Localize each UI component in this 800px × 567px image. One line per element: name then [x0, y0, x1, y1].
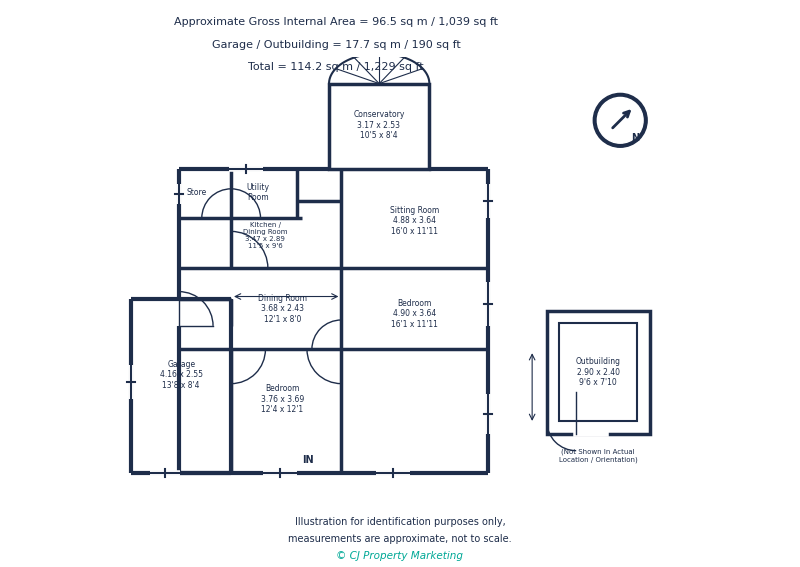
Text: measurements are approximate, not to scale.: measurements are approximate, not to sca… — [288, 534, 512, 544]
Text: Store: Store — [186, 188, 207, 197]
Text: Dining Room
3.68 x 2.43
12'1 x 8'0: Dining Room 3.68 x 2.43 12'1 x 8'0 — [258, 294, 307, 324]
Text: Bedroom
3.76 x 3.69
12'4 x 12'1: Bedroom 3.76 x 3.69 12'4 x 12'1 — [261, 384, 304, 414]
Text: Sitting Room
4.88 x 3.64
16'0 x 11'11: Sitting Room 4.88 x 3.64 16'0 x 11'11 — [390, 206, 439, 235]
Text: Garage / Outbuilding = 17.7 sq m / 190 sq ft: Garage / Outbuilding = 17.7 sq m / 190 s… — [212, 40, 460, 50]
Text: Illustration for identification purposes only,: Illustration for identification purposes… — [294, 517, 506, 527]
Text: N: N — [631, 133, 639, 143]
Text: Kitchen /
Dining Room
3.47 x 2.89
11'5 x 9'6: Kitchen / Dining Room 3.47 x 2.89 11'5 x… — [243, 222, 288, 249]
Text: (Not Shown In Actual
Location / Orientation): (Not Shown In Actual Location / Orientat… — [559, 448, 638, 463]
Text: Utility
Room: Utility Room — [246, 183, 270, 202]
Bar — [329, 83, 430, 170]
Text: Conservatory
3.17 x 2.53
10'5 x 8'4: Conservatory 3.17 x 2.53 10'5 x 8'4 — [354, 111, 405, 140]
Circle shape — [594, 94, 647, 147]
Bar — [559, 323, 638, 421]
Text: Total = 114.2 sq m / 1,229 sq ft: Total = 114.2 sq m / 1,229 sq ft — [248, 62, 424, 73]
Text: Approximate Gross Internal Area = 96.5 sq m / 1,039 sq ft: Approximate Gross Internal Area = 96.5 s… — [174, 17, 498, 27]
Text: Bedroom
4.90 x 3.64
16'1 x 11'11: Bedroom 4.90 x 3.64 16'1 x 11'11 — [391, 299, 438, 328]
Text: Garage
4.16 x 2.55
13'8 x 8'4: Garage 4.16 x 2.55 13'8 x 8'4 — [160, 360, 202, 390]
Text: Outbuilding
2.90 x 2.40
9'6 x 7'10: Outbuilding 2.90 x 2.40 9'6 x 7'10 — [576, 357, 621, 387]
Bar — [547, 311, 650, 434]
Circle shape — [598, 98, 643, 143]
Text: © CJ Property Marketing: © CJ Property Marketing — [337, 551, 463, 561]
Text: IN: IN — [302, 455, 314, 466]
